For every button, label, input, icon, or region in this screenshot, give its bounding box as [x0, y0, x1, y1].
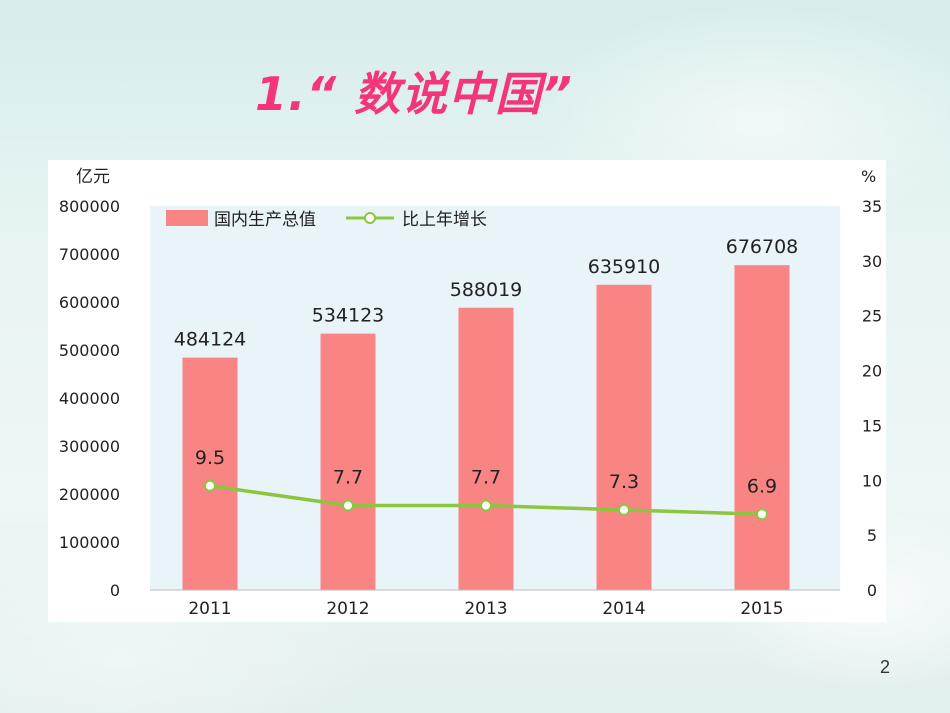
x-tick-label: 2013: [464, 599, 507, 619]
line-labels: 9.5 7.7 7.7 7.3 6.9: [195, 447, 777, 498]
x-tick-label: 2012: [326, 599, 369, 619]
right-tick-label: 20: [862, 362, 882, 381]
growth-value-label: 7.7: [333, 467, 363, 489]
left-tick-label: 400000: [59, 389, 120, 408]
legend-bar-label: 国内生产总值: [214, 210, 316, 230]
right-tick-label: 15: [862, 416, 882, 435]
bar-labels: 484124 534123 588019 635910 676708: [174, 236, 799, 350]
left-tick-label: 800000: [59, 197, 120, 216]
page-number: 2: [880, 657, 891, 677]
growth-value-label: 9.5: [195, 447, 225, 469]
right-tick-label: 5: [867, 526, 877, 545]
growth-point-2013: [480, 499, 492, 512]
legend-line-marker: [364, 212, 376, 224]
growth-point-2014: [618, 503, 630, 516]
growth-value-label: 7.7: [471, 467, 501, 489]
bar-2011: [182, 357, 238, 590]
bar-2014: [596, 284, 652, 590]
slide-title: 1.“ 数说中国”: [255, 67, 573, 121]
right-tick-label: 30: [862, 252, 882, 271]
bar-series: [182, 265, 790, 590]
left-axis: 0 100000 200000 300000 400000 500000 600000 700…: [59, 197, 120, 600]
left-tick-label: 200000: [59, 485, 120, 504]
bar-2012: [320, 333, 376, 590]
growth-point-2015: [756, 508, 768, 521]
growth-value-label: 6.9: [747, 475, 777, 497]
left-tick-label: 0: [110, 581, 120, 600]
x-tick-label: 2011: [188, 599, 231, 619]
x-axis: 2011 2012 2013 2014 2015: [150, 589, 840, 619]
bar-value-label: 588019: [450, 279, 523, 301]
right-tick-label: 25: [862, 307, 882, 326]
x-tick-label: 2015: [740, 599, 783, 619]
bar-2015: [734, 265, 790, 590]
legend: 国内生产总值 比上年增长: [166, 210, 487, 230]
right-tick-label: 10: [862, 471, 882, 490]
legend-line-label: 比上年增长: [402, 210, 487, 230]
right-axis: 0 5 10 15 20 25 30 35: [862, 197, 882, 600]
bar-value-label: 534123: [312, 305, 385, 327]
left-axis-unit: 亿元: [76, 167, 110, 187]
right-tick-label: 0: [867, 581, 877, 600]
gdp-chart: 0 100000 200000 300000 400000 500000 600000 700…: [59, 167, 882, 619]
legend-bar-swatch: [166, 210, 208, 226]
chart-panel: 0 100000 200000 300000 400000 500000 600000 700…: [48, 160, 886, 622]
right-axis-unit: %: [861, 167, 876, 186]
growth-value-label: 7.3: [609, 471, 639, 493]
left-tick-label: 100000: [59, 533, 120, 552]
x-tick-label: 2014: [602, 599, 645, 619]
left-tick-label: 500000: [59, 341, 120, 360]
bar-2013: [458, 307, 514, 590]
left-tick-label: 600000: [59, 293, 120, 312]
bar-value-label: 635910: [588, 256, 661, 278]
left-tick-label: 300000: [59, 437, 120, 456]
left-tick-label: 700000: [59, 245, 120, 264]
right-tick-label: 35: [862, 197, 882, 216]
bar-value-label: 484124: [174, 329, 247, 351]
line-series: [204, 479, 768, 521]
growth-point-2011: [204, 479, 216, 492]
growth-point-2012: [342, 499, 354, 512]
bar-value-label: 676708: [726, 236, 799, 258]
